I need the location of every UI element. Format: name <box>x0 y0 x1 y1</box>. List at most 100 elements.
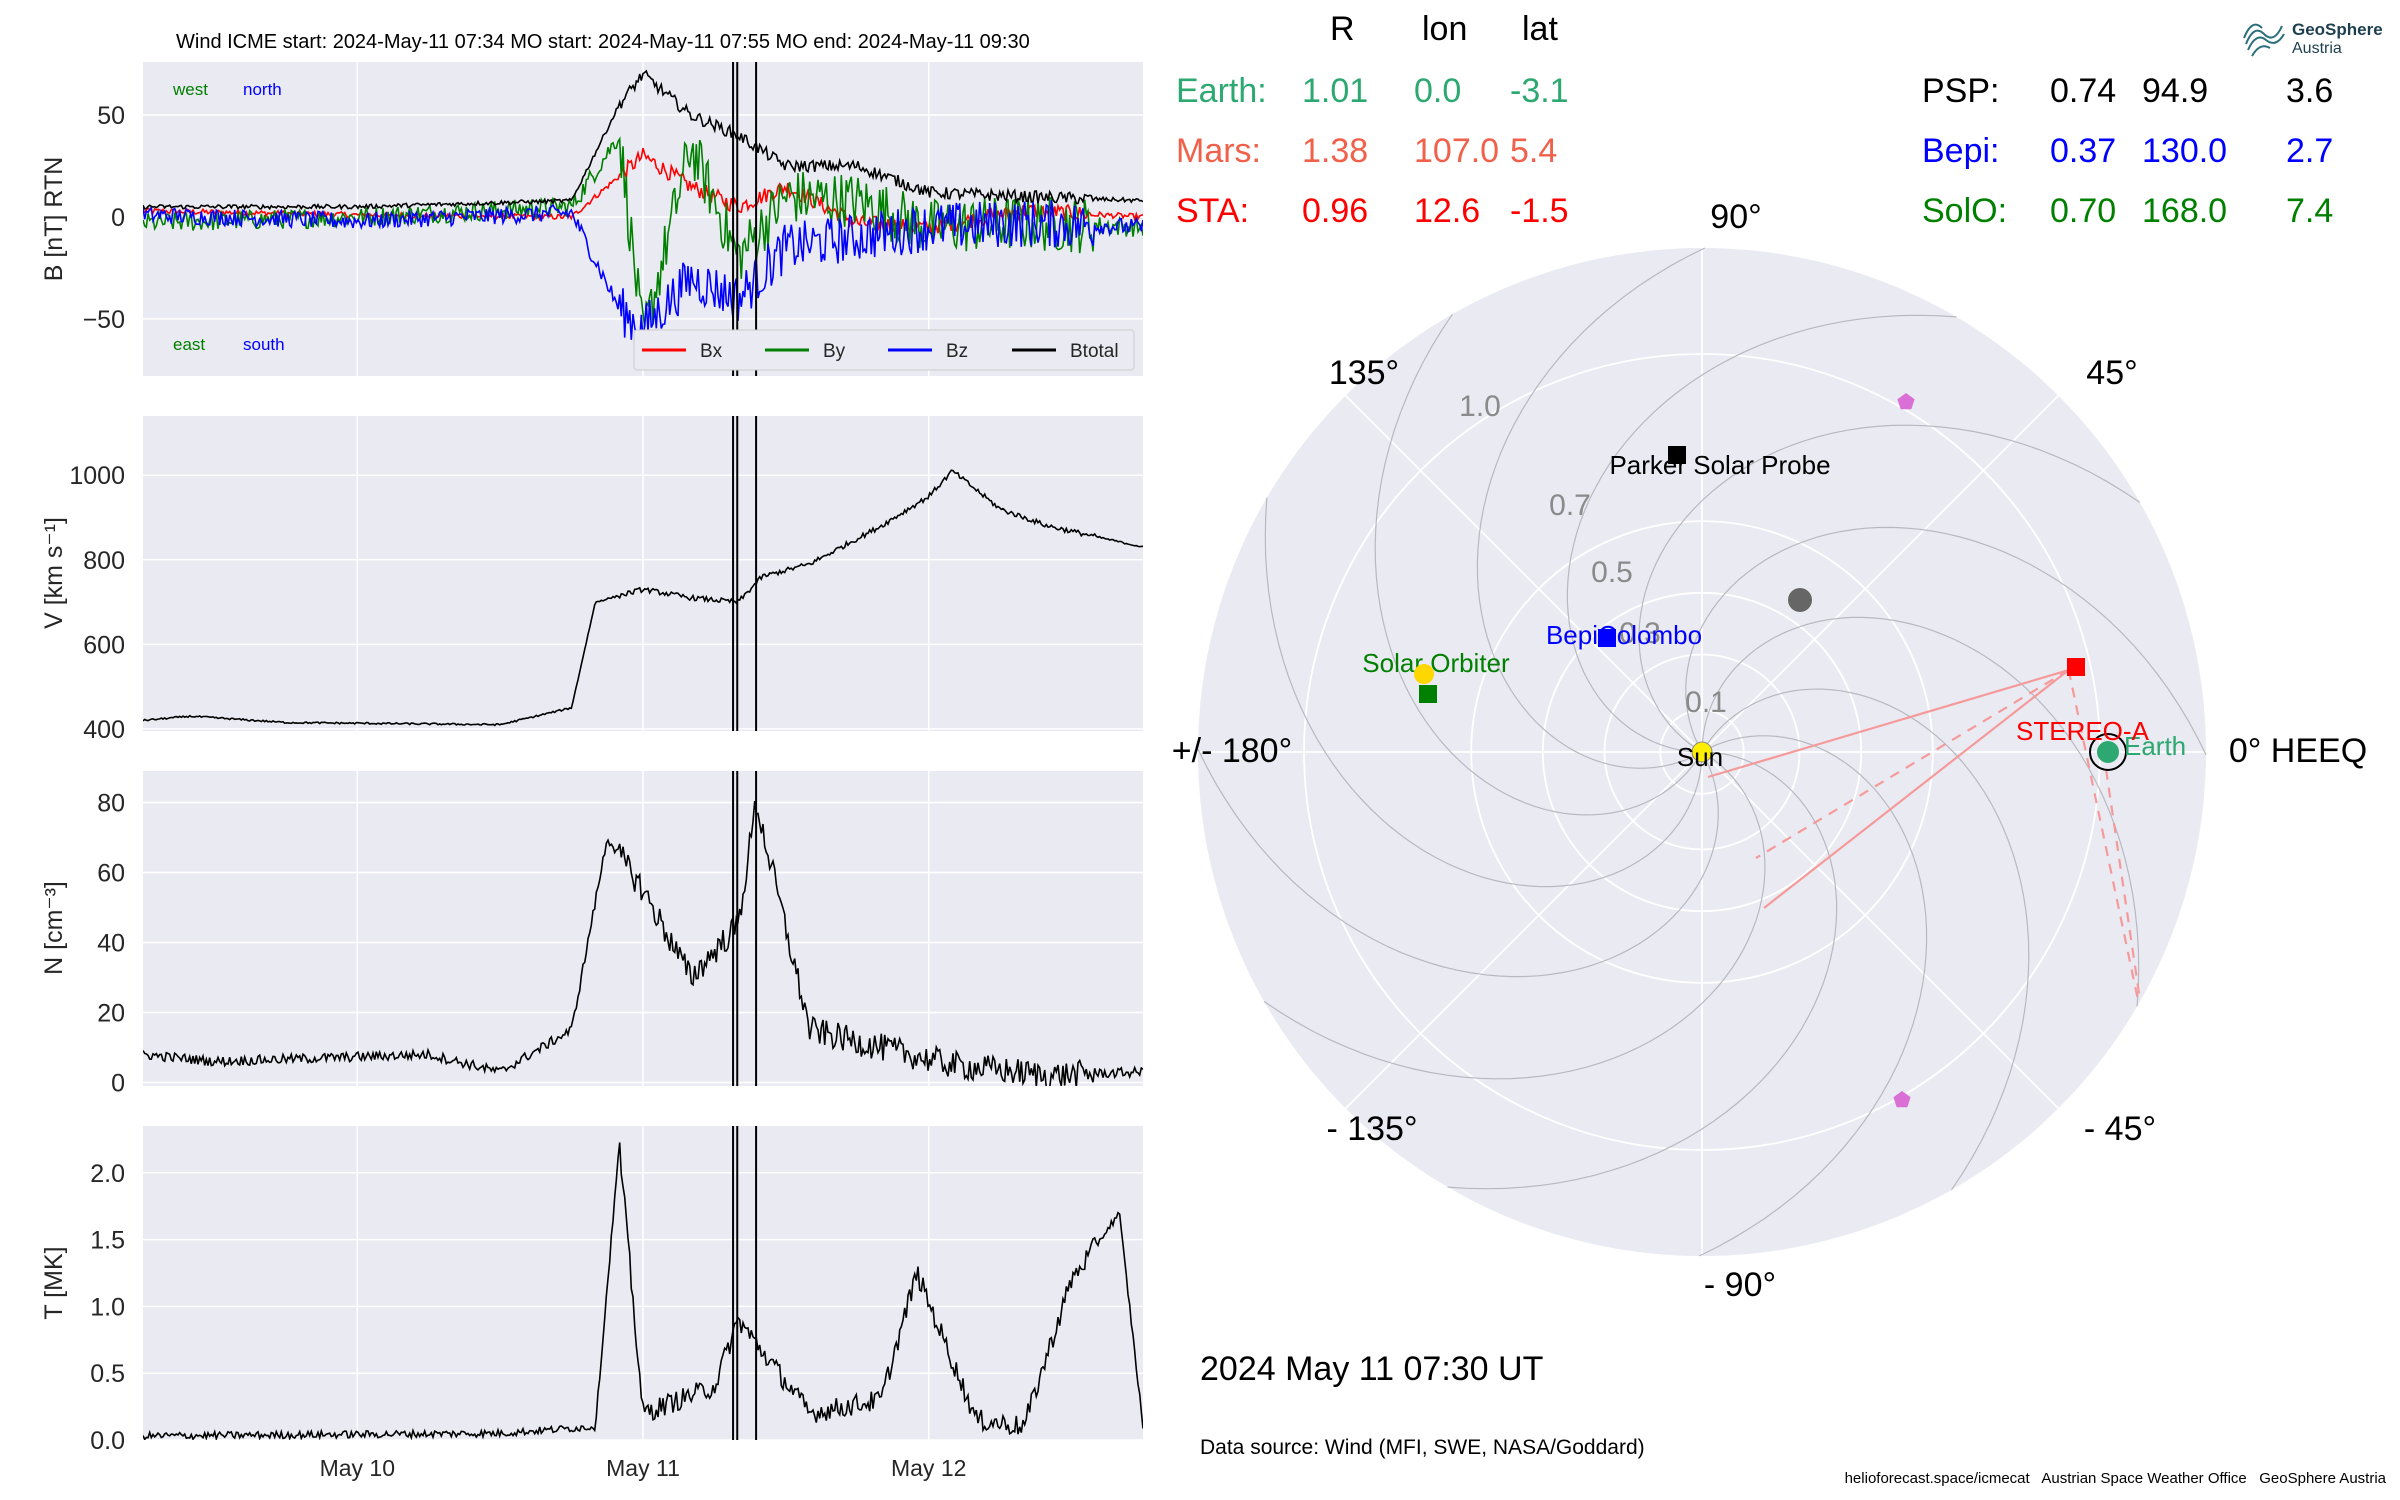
legend-label: Btotal <box>1070 341 1119 362</box>
parker-spiral <box>1374 313 1703 816</box>
body-label: STEREO-A <box>2016 716 2150 746</box>
sun-marker <box>1691 741 1713 763</box>
r-tick-label: 0.5 <box>1591 556 1633 589</box>
x-tick-label: May 12 <box>891 1455 966 1481</box>
right-row-0-cell: 94.9 <box>2142 72 2209 110</box>
right-row-1-cell: Bepi: <box>1922 132 2000 170</box>
legend-label: By <box>823 341 846 362</box>
parker-spiral <box>1447 751 1838 1190</box>
y-tick-label: 1.5 <box>90 1227 125 1255</box>
legend: Bx By Bz Btotal <box>633 329 1135 371</box>
left-row-2-cell: 0.96 <box>1302 192 1369 230</box>
time-series-panels: −50 0 50 B [nT] RTN west north east south Bx By Bz… <box>40 62 1143 1481</box>
x-tick-label: May 11 <box>606 1455 680 1481</box>
series-line-data <box>143 469 1143 727</box>
stereo-fov-line <box>1707 668 2069 779</box>
right-row-0-cell: PSP: <box>1922 72 2000 110</box>
left-row-2-cell: -1.5 <box>1510 192 1569 230</box>
right-row-0-cell: 3.6 <box>2286 72 2334 110</box>
left-row-2-cell: STA: <box>1176 192 1250 230</box>
angle-label: 45° <box>2086 354 2137 392</box>
earth-marker <box>2097 741 2119 763</box>
annotation-west: west <box>172 80 208 99</box>
annotation-south: south <box>243 335 285 354</box>
bepicolombo-marker <box>1598 629 1616 647</box>
angle-label: 90° <box>1710 198 1761 236</box>
parker-spiral <box>1685 526 2207 756</box>
y-tick-label: 1000 <box>69 462 125 490</box>
y-tick-label: 50 <box>97 102 125 130</box>
pentagon-marker <box>1893 1091 1911 1108</box>
left-row-0-cell: -3.1 <box>1510 72 1569 110</box>
stereo-fov-line <box>1763 669 2070 909</box>
y-tick-label: 0.5 <box>90 1360 125 1388</box>
right-row-0-cell: 0.74 <box>2050 72 2117 110</box>
legend-label: Bx <box>700 341 723 362</box>
y-tick-label: 0 <box>111 1070 125 1098</box>
body-label: Earth <box>2124 731 2186 761</box>
right-row-2-cell: SolO: <box>1922 192 2008 230</box>
series-line-data <box>143 801 1143 1086</box>
col-header-lat: lat <box>1522 10 1558 48</box>
right-row-2-cell: 168.0 <box>2142 192 2228 230</box>
right-row-2-cell: 7.4 <box>2286 192 2334 230</box>
left-row-0-cell: Earth: <box>1176 72 1267 110</box>
stereo-a-marker <box>2067 658 2085 676</box>
y-tick-label: 60 <box>97 860 125 888</box>
geosphere-logo-icon <box>2243 23 2285 57</box>
left-row-0-cell: 0.0 <box>1414 72 1462 110</box>
y-tick-label: 0.0 <box>90 1427 125 1455</box>
body-label: Parker Solar Probe <box>1609 450 1830 480</box>
earth-fov-line <box>2102 751 2142 1001</box>
mars-marker <box>1788 588 1812 612</box>
chart-title: Wind ICME start: 2024-May-11 07:34 MO st… <box>176 31 1030 53</box>
panel-4: 0.0 0.5 1.0 1.5 2.0 T [MK] May 10 May 11 May 12 <box>40 1126 1143 1481</box>
logo-subtitle: Austria <box>2292 40 2342 57</box>
logo-title: GeoSphere <box>2292 20 2383 39</box>
polar-spoke <box>1701 751 2060 1110</box>
annotation-east: east <box>173 335 205 354</box>
y-tick-label: 40 <box>97 930 125 958</box>
x-tick-label: May 10 <box>320 1455 395 1481</box>
body-label: BepiColombo <box>1546 620 1702 650</box>
parker-spiral <box>1264 497 1703 888</box>
col-header-lon: lon <box>1422 10 1468 48</box>
left-row-1-cell: 5.4 <box>1510 132 1558 170</box>
y-tick-label: 1.0 <box>90 1293 125 1321</box>
r-tick-label: 1.0 <box>1459 390 1501 423</box>
angle-label: +/- 180° <box>1172 732 1292 770</box>
solar-orbiter-marker <box>1419 685 1437 703</box>
y-tick-label: 80 <box>97 790 125 818</box>
r-tick-label: 0.1 <box>1685 686 1727 719</box>
left-row-1-cell: 1.38 <box>1302 132 1369 170</box>
right-row-2-cell: 0.70 <box>2050 192 2117 230</box>
polar-orbit-plot: 0.1 0.3 0.5 0.7 1.0 0° HEEQ 45° 90° 135° +/- 180°… <box>1172 198 2367 1304</box>
legend-box <box>633 329 1135 371</box>
y-tick-label: −50 <box>83 306 125 334</box>
y-axis-label: V [km s⁻¹] <box>40 517 68 629</box>
date-label: 2024 May 11 07:30 UT <box>1200 1350 1544 1388</box>
parker-spiral <box>1698 735 1928 1257</box>
series-line-Btotal <box>143 69 1143 211</box>
data-source-label: Data source: Wind (MFI, SWE, NASA/Goddar… <box>1200 1436 1645 1459</box>
y-axis-label: T [MK] <box>40 1246 68 1319</box>
parker-spiral <box>1263 751 1766 1080</box>
r-tick-label: 0.3 <box>1619 617 1661 650</box>
y-tick-label: 600 <box>83 631 125 659</box>
angle-label: 135° <box>1329 354 1399 392</box>
body-label: Sun <box>1677 742 1723 772</box>
credits-label: helioforecast.space/icmecat Austrian Spa… <box>1844 1470 2386 1487</box>
y-tick-label: 400 <box>83 716 125 744</box>
angle-label: - 135° <box>1326 1110 1417 1148</box>
stereo-fov-line <box>2067 669 2140 1001</box>
right-row-1-cell: 2.7 <box>2286 132 2334 170</box>
left-row-1-cell: 107.0 <box>1414 132 1500 170</box>
parker-spiral <box>1701 688 2030 1191</box>
angle-label: - 45° <box>2084 1110 2156 1148</box>
right-row-1-cell: 130.0 <box>2142 132 2228 170</box>
y-tick-label: 20 <box>97 1000 125 1028</box>
solar-orbiter-yellow-marker <box>1414 664 1434 684</box>
left-row-0-cell: 1.01 <box>1302 72 1369 110</box>
